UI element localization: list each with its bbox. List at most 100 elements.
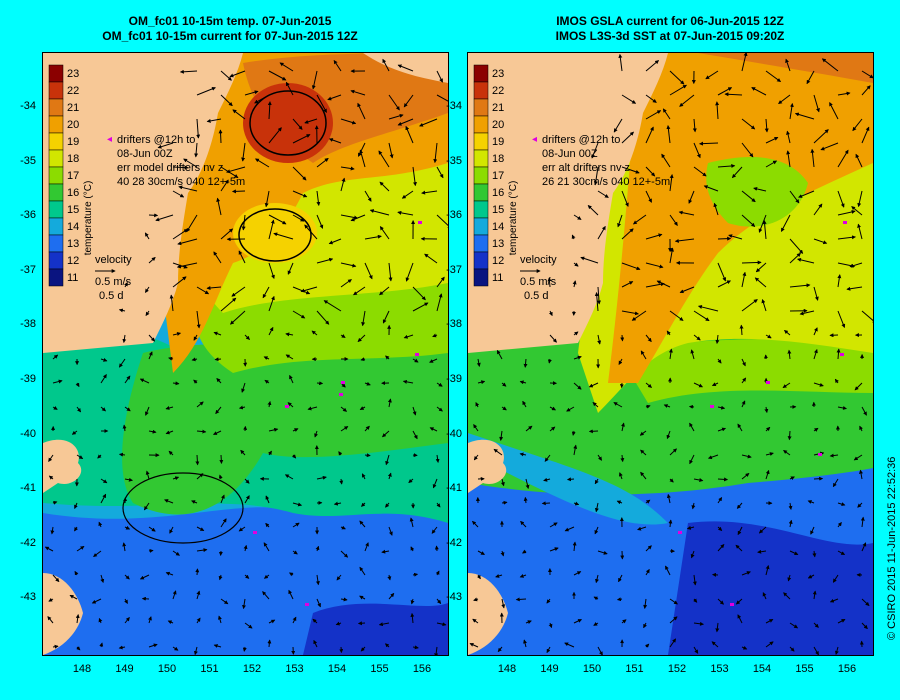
velocity-arrow	[148, 213, 159, 218]
colorbar-tick: 11	[492, 272, 503, 284]
velocity-arrow	[359, 406, 366, 411]
velocity-arrow	[525, 478, 530, 490]
velocity-arrow	[196, 590, 201, 600]
longitude-label: 151	[200, 663, 219, 675]
velocity-arrow	[273, 232, 294, 240]
velocity-arrow	[244, 334, 250, 340]
colorbar: 23 22 21 20 19 18 17 16 15 14 13 12 11	[473, 64, 504, 287]
velocity-arrow	[472, 520, 479, 528]
velocity-arrow	[812, 590, 817, 600]
velocity-arrow	[241, 214, 246, 231]
velocity-arrow	[148, 256, 156, 264]
velocity-arrow	[787, 430, 792, 441]
colorbar-swatch	[473, 200, 489, 219]
longitude-label: 150	[157, 663, 177, 675]
warm-core-north	[698, 53, 873, 83]
velocity-arrow	[241, 382, 246, 393]
velocity-arrow	[340, 406, 348, 412]
velocity-arrow	[597, 646, 603, 655]
velocity-arrow	[206, 118, 222, 123]
velocity-key-title: velocity	[520, 254, 557, 266]
velocity-arrow	[593, 166, 599, 186]
velocity-arrow	[194, 142, 199, 158]
velocity-arrow	[292, 310, 306, 319]
velocity-arrow	[436, 94, 448, 102]
velocity-arrow	[786, 130, 791, 144]
velocity-arrow	[196, 118, 201, 139]
velocity-arrow	[765, 426, 771, 432]
velocity-arrow	[665, 565, 671, 576]
velocity-arrow	[401, 190, 414, 199]
velocity-arrow	[379, 181, 390, 192]
velocity-arrow	[737, 423, 743, 432]
velocity-arrow	[849, 262, 863, 268]
velocity-arrow	[231, 286, 246, 297]
velocity-arrow	[572, 280, 577, 288]
velocity-arrow	[834, 646, 839, 655]
velocity-arrow	[861, 622, 868, 630]
velocity-arrow	[645, 643, 650, 648]
velocity-arrow	[519, 574, 527, 578]
eddy-circulation-1	[249, 90, 327, 156]
velocity-arrow	[316, 381, 324, 386]
velocity-arrow	[292, 166, 307, 181]
velocity-arrow	[52, 354, 59, 360]
velocity-arrow	[668, 519, 673, 528]
velocity-arrow	[405, 262, 414, 282]
velocity-arrow	[595, 574, 599, 584]
velocity-arrow	[48, 454, 54, 462]
velocity-arrow	[357, 621, 366, 626]
velocity-arrow	[196, 526, 205, 532]
eddy-circulation-3	[122, 472, 244, 544]
drifters-line3: err alt drifters nv z	[542, 162, 630, 174]
velocity-arrow	[693, 382, 704, 388]
velocity-arrow	[688, 404, 695, 409]
velocity-arrow	[178, 185, 198, 192]
velocity-arrow	[789, 476, 795, 481]
velocity-arrow	[813, 238, 828, 245]
drifter-marks	[678, 221, 847, 606]
velocity-arrow	[621, 131, 634, 144]
velocity-arrow	[292, 134, 311, 144]
velocity-arrow	[813, 203, 823, 216]
velocity-arrow	[475, 401, 480, 408]
velocity-arrow	[311, 70, 318, 90]
velocity-arrow	[100, 574, 105, 584]
velocity-arrow	[789, 238, 804, 254]
velocity-arrow	[71, 430, 78, 435]
velocity-arrow	[144, 232, 150, 240]
longitude-label: 148	[497, 663, 517, 675]
velocity-arrow	[421, 190, 438, 195]
velocity-arrow	[323, 300, 342, 312]
velocity-arrow	[799, 310, 815, 316]
velocity-arrow	[214, 357, 222, 362]
velocity-arrow	[340, 597, 348, 602]
velocity-arrow	[837, 521, 842, 528]
velocity-arrow	[573, 262, 579, 267]
velocity-arrow	[573, 355, 582, 360]
velocity-arrow	[410, 598, 415, 605]
velocity-arrow	[176, 262, 198, 269]
velocity-arrow	[267, 400, 272, 408]
velocity-arrow	[643, 598, 648, 609]
velocity-arrow	[778, 94, 791, 105]
velocity-arrow	[172, 165, 189, 170]
velocity-arrow	[292, 616, 297, 624]
velocity-arrow	[669, 478, 674, 483]
velocity-arrow	[645, 382, 653, 388]
longitude-label: 152	[242, 663, 262, 675]
velocity-arrow	[679, 286, 695, 294]
velocity-arrow	[741, 260, 762, 265]
velocity-arrow	[693, 646, 699, 654]
velocity-arrow	[98, 521, 103, 528]
velocity-arrow	[327, 94, 342, 101]
longitude-label: 154	[752, 663, 772, 675]
velocity-arrow	[621, 310, 639, 316]
velocity-arrow	[265, 495, 270, 504]
latitude-label: -43	[446, 591, 462, 604]
colorbar-swatch	[473, 64, 489, 83]
velocity-arrow	[741, 454, 752, 459]
velocity-arrow	[100, 357, 108, 362]
velocity-arrow	[519, 452, 527, 457]
velocity-arrow	[193, 334, 198, 341]
